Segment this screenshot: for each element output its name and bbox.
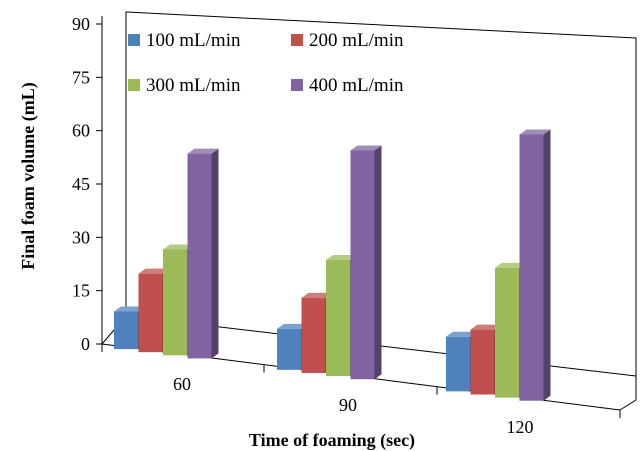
bar-front bbox=[470, 329, 495, 395]
legend-label: 200 mL/min bbox=[309, 30, 404, 51]
bar-top bbox=[519, 129, 551, 135]
bar-top bbox=[301, 292, 333, 298]
y-tick-label: 30 bbox=[72, 227, 90, 247]
x-tick-label: 120 bbox=[507, 417, 534, 437]
x-tick-label: 90 bbox=[339, 395, 357, 415]
floor-right-edge bbox=[619, 399, 637, 411]
y-tick-label: 45 bbox=[72, 174, 90, 194]
x-axis-ticks: 60 90 120 bbox=[101, 344, 621, 437]
bar-top bbox=[470, 324, 502, 330]
legend: 100 mL/min 200 mL/min 300 mL/min 400 mL/min bbox=[128, 30, 404, 96]
legend-label: 400 mL/min bbox=[309, 75, 404, 96]
bar-top bbox=[277, 323, 308, 329]
bar-front bbox=[301, 297, 326, 373]
bar-90-400-ml-min bbox=[350, 145, 382, 380]
bar-front bbox=[446, 336, 470, 392]
legend-swatch bbox=[128, 34, 140, 46]
bar-top bbox=[187, 148, 219, 154]
y-axis-title: Final foam volume (mL) bbox=[18, 82, 39, 269]
bar-front bbox=[519, 134, 544, 401]
y-tick-label: 75 bbox=[72, 67, 90, 87]
y-axis-ticks: 0 15 30 45 60 75 90 bbox=[72, 14, 102, 354]
legend-label: 100 mL/min bbox=[146, 30, 241, 51]
bar-front bbox=[350, 150, 375, 380]
bar-top bbox=[138, 268, 170, 274]
y-tick-label: 60 bbox=[72, 121, 90, 141]
bar-front bbox=[326, 260, 350, 377]
x-axis-title: Time of foaming (sec) bbox=[249, 430, 415, 451]
bar-top bbox=[350, 145, 382, 151]
bar-120-400-ml-min bbox=[519, 129, 551, 401]
legend-swatch bbox=[291, 79, 303, 91]
y-tick-label: 0 bbox=[81, 334, 90, 354]
bar-front bbox=[277, 328, 301, 370]
back-wall-outline bbox=[125, 11, 637, 400]
legend-swatch bbox=[291, 34, 303, 46]
bars bbox=[114, 129, 551, 401]
bar-front bbox=[495, 267, 519, 398]
bar-top bbox=[446, 331, 477, 337]
y-tick-label: 90 bbox=[72, 14, 90, 34]
bar-front bbox=[114, 311, 138, 350]
legend-swatch bbox=[128, 79, 140, 91]
bar-front bbox=[187, 153, 212, 359]
bar-60-400-ml-min bbox=[187, 148, 219, 359]
bar-top bbox=[495, 262, 526, 268]
bar-side bbox=[211, 148, 219, 359]
bar-front bbox=[163, 249, 187, 356]
legend-label: 300 mL/min bbox=[146, 75, 241, 96]
y-tick-label: 15 bbox=[72, 281, 90, 301]
bar-top bbox=[326, 255, 357, 261]
bar-top bbox=[163, 244, 194, 250]
bar-side bbox=[374, 145, 382, 380]
bar-side bbox=[543, 129, 551, 401]
bar-front bbox=[138, 273, 163, 353]
x-tick-label: 60 bbox=[173, 374, 191, 394]
bar-top bbox=[114, 306, 145, 312]
